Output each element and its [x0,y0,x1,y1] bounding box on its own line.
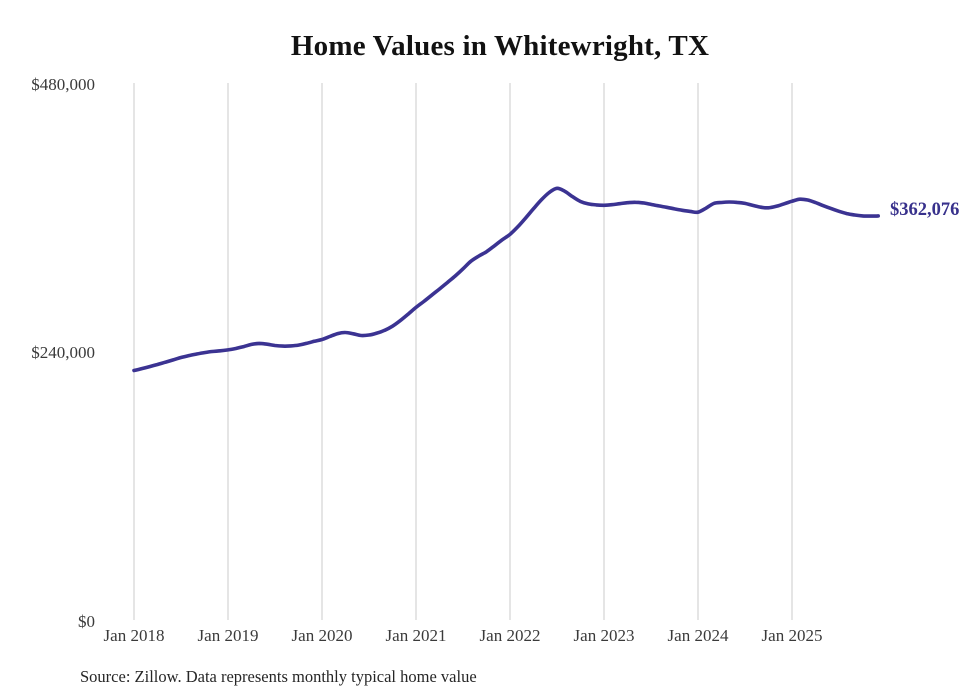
y-axis-tick-480000: $480,000 [31,75,95,94]
x-axis-tick-jan-2023: Jan 2023 [573,626,635,645]
x-axis-tick-jan-2020: Jan 2020 [291,626,353,645]
home-value-line-series [132,186,880,373]
latest-value-label: $362,076 [890,200,960,220]
x-axis-tick-jan-2021: Jan 2021 [385,626,447,645]
x-axis-tick-jan-2018: Jan 2018 [103,626,165,645]
x-axis-tick-row: Jan 2018 Jan 2019 Jan 2020 Jan 2021 Jan … [87,626,839,646]
x-axis-tick-jan-2019: Jan 2019 [197,626,259,645]
x-axis-tick-jan-2024: Jan 2024 [667,626,729,645]
y-axis-tick-0: $0 [78,612,95,631]
chart-title: Home Values in Whitewright, TX [290,30,710,62]
source-note: Source: Zillow. Data represents monthly … [80,667,477,686]
y-axis-tick-240000: $240,000 [31,343,95,362]
x-axis-tick-jan-2025: Jan 2025 [761,626,823,645]
x-axis-tick-jan-2022: Jan 2022 [479,626,541,645]
vertical-gridlines [133,83,793,620]
